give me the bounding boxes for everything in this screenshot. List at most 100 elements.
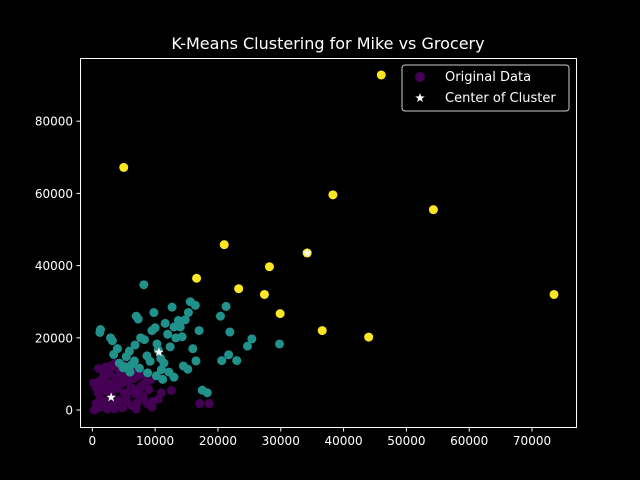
data-point-cluster-0 [195, 399, 205, 409]
data-point-cluster-2 [234, 284, 244, 294]
data-point-cluster-0 [131, 404, 141, 414]
data-point-cluster-1 [129, 356, 139, 366]
data-point-cluster-1 [217, 356, 227, 366]
data-point-cluster-1 [133, 314, 143, 324]
data-point-cluster-1 [221, 301, 231, 311]
data-point-cluster-1 [150, 323, 160, 333]
x-tick-label: 30000 [262, 434, 300, 448]
data-point-cluster-1 [247, 334, 257, 344]
data-point-cluster-0 [204, 399, 214, 409]
data-point-cluster-1 [143, 368, 153, 378]
data-point-cluster-1 [194, 326, 204, 336]
legend-label-original-data: Original Data [445, 70, 531, 85]
legend-marker-center-of-cluster [415, 93, 425, 103]
legend: Original Data Center of Cluster [401, 64, 570, 112]
data-point-cluster-1 [183, 308, 193, 318]
data-point-cluster-0 [138, 391, 148, 401]
x-tick-label: 70000 [513, 434, 551, 448]
data-point-cluster-0 [114, 395, 124, 405]
data-point-cluster-1 [163, 329, 173, 339]
data-point-cluster-0 [94, 364, 104, 374]
legend-box [401, 64, 570, 112]
cluster-center-star-2 [302, 247, 312, 258]
data-point-cluster-1 [95, 325, 105, 335]
x-tick-label: 50000 [387, 434, 425, 448]
data-point-cluster-2 [549, 289, 559, 299]
data-point-cluster-0 [134, 383, 144, 393]
data-point-cluster-1 [107, 336, 117, 346]
legend-marker-original-data [415, 72, 425, 82]
data-point-cluster-2 [376, 70, 386, 80]
data-point-cluster-1 [215, 311, 225, 321]
data-point-cluster-1 [145, 356, 155, 366]
data-point-cluster-0 [147, 402, 157, 412]
x-tick-label: 60000 [450, 434, 488, 448]
data-point-cluster-0 [100, 375, 110, 385]
legend-label-center-of-cluster: Center of Cluster [445, 91, 556, 106]
x-tick-label: 10000 [136, 434, 174, 448]
data-point-cluster-1 [134, 363, 144, 373]
data-point-cluster-1 [190, 300, 200, 310]
data-point-cluster-1 [188, 344, 198, 354]
data-point-cluster-0 [89, 378, 99, 388]
points-layer [89, 70, 559, 415]
data-point-cluster-0 [93, 388, 103, 398]
data-point-cluster-2 [264, 262, 274, 272]
data-point-cluster-0 [126, 383, 136, 393]
x-tick-label: 40000 [324, 434, 362, 448]
data-point-cluster-1 [177, 332, 187, 342]
data-point-cluster-1 [169, 372, 179, 382]
data-point-cluster-1 [160, 318, 170, 328]
data-point-cluster-1 [156, 365, 166, 375]
x-tick-label: 20000 [199, 434, 237, 448]
data-point-cluster-2 [275, 309, 285, 319]
data-point-cluster-2 [317, 326, 327, 336]
y-axis: 0 20000 40000 60000 80000 [35, 115, 81, 418]
data-point-cluster-1 [224, 350, 234, 360]
data-point-cluster-2 [119, 162, 129, 172]
data-point-cluster-2 [364, 332, 374, 342]
x-axis: 0 10000 20000 30000 40000 50000 60000 70000 [88, 427, 551, 448]
y-tick-label: 40000 [35, 259, 73, 273]
data-point-cluster-0 [156, 388, 166, 398]
data-point-cluster-1 [165, 342, 175, 352]
data-point-cluster-2 [328, 190, 338, 200]
data-point-cluster-1 [191, 356, 201, 366]
data-point-cluster-0 [166, 386, 176, 396]
data-point-cluster-2 [192, 273, 202, 283]
y-tick-label: 20000 [35, 331, 73, 345]
data-point-cluster-1 [183, 364, 193, 374]
data-point-cluster-0 [122, 397, 132, 407]
data-point-cluster-1 [275, 339, 285, 349]
data-point-cluster-1 [149, 308, 159, 318]
data-point-cluster-0 [119, 388, 129, 398]
data-point-cluster-1 [158, 374, 168, 384]
data-point-cluster-0 [101, 362, 111, 372]
plot-frame [80, 58, 577, 428]
y-tick-label: 80000 [35, 115, 73, 129]
data-point-cluster-1 [225, 327, 235, 337]
data-point-cluster-1 [167, 302, 177, 312]
chart-title: K-Means Clustering for Mike vs Grocery [171, 34, 484, 53]
data-point-cluster-1 [175, 322, 185, 332]
data-point-cluster-1 [242, 341, 252, 351]
cluster-center-star-0 [106, 392, 116, 402]
y-tick-label: 0 [65, 404, 73, 418]
data-point-cluster-2 [259, 289, 269, 299]
centers-layer [106, 247, 312, 402]
data-point-cluster-1 [169, 322, 179, 332]
data-point-cluster-0 [103, 385, 113, 395]
y-tick-label: 60000 [35, 187, 73, 201]
data-point-cluster-1 [120, 362, 130, 372]
data-point-cluster-1 [130, 340, 140, 350]
data-point-cluster-0 [109, 404, 119, 414]
data-point-cluster-1 [139, 280, 149, 290]
data-point-cluster-1 [109, 349, 119, 359]
data-point-cluster-0 [97, 396, 107, 406]
x-tick-label: 0 [88, 434, 96, 448]
cluster-center-star-1 [154, 347, 164, 357]
data-point-cluster-1 [139, 335, 149, 345]
data-point-cluster-0 [144, 384, 154, 394]
